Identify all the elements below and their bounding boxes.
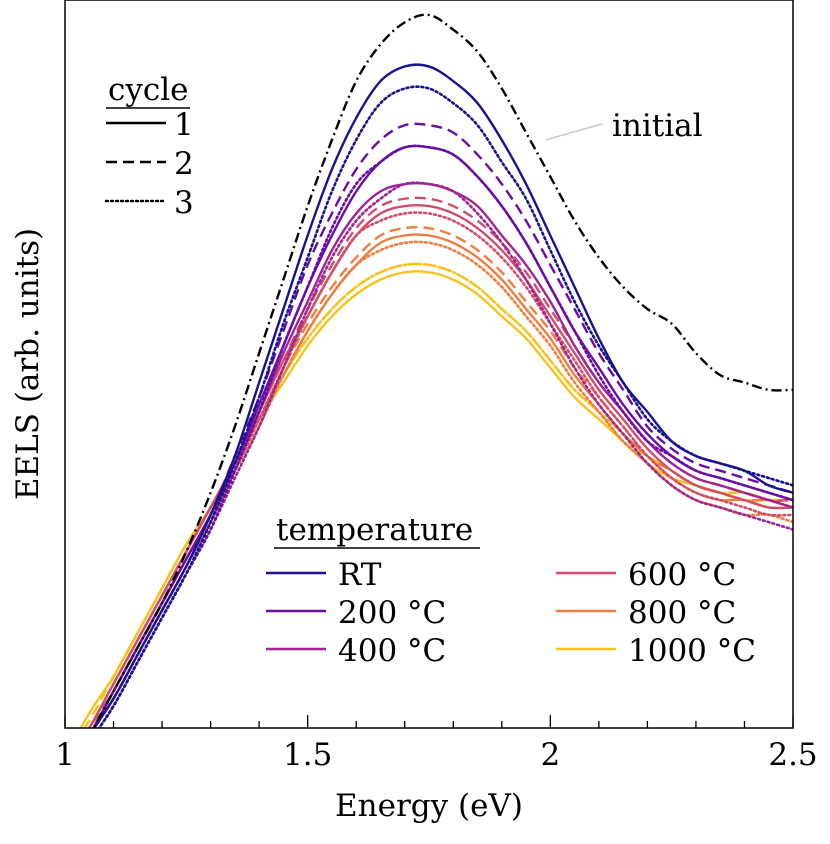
- x-axis-label: Energy (eV): [335, 788, 523, 824]
- series-line-6: [97, 144, 793, 728]
- temperature-legend-title: temperature: [276, 512, 473, 548]
- cycle-legend-label: 1: [174, 107, 194, 143]
- cycle-legend: cycle 123: [104, 72, 194, 221]
- series-line-13: [87, 226, 793, 728]
- x-tick-label: 1.5: [283, 737, 332, 773]
- cycle-legend-label: 3: [174, 185, 194, 221]
- initial-annotation: initial: [612, 108, 703, 144]
- temperature-legend-label: 1000 °C: [628, 633, 756, 669]
- initial-annotation-leader: [545, 123, 603, 141]
- temperature-legend-label: 200 °C: [338, 595, 446, 631]
- series-layer: [79, 13, 793, 728]
- series-line-12: [87, 233, 793, 728]
- y-axis-label: EELS (arb. units): [10, 228, 46, 500]
- plot-frame: [64, 0, 794, 729]
- temperature-legend-label: 600 °C: [628, 557, 736, 593]
- series-line-9: [87, 203, 793, 728]
- cycle-legend-label: 2: [174, 146, 194, 182]
- x-tick-label: 2: [540, 737, 560, 773]
- series-line-14: [92, 240, 793, 728]
- cycle-legend-items: 123: [104, 107, 194, 221]
- x-tick-label: 2.5: [768, 737, 817, 773]
- temperature-legend-label: RT: [338, 557, 382, 593]
- series-line-4: [92, 144, 793, 728]
- x-axis-tick-labels: 1 1.5 2 2.5: [55, 737, 818, 773]
- x-tick-label: 1: [55, 737, 75, 773]
- temperature-legend-label: 400 °C: [338, 633, 446, 669]
- cycle-legend-title: cycle: [108, 72, 189, 108]
- series-line-1: [92, 13, 793, 728]
- series-line-2: [92, 63, 793, 728]
- x-axis-ticks: [64, 715, 794, 728]
- temperature-legend-label: 800 °C: [628, 595, 736, 631]
- series-line-5: [92, 122, 793, 728]
